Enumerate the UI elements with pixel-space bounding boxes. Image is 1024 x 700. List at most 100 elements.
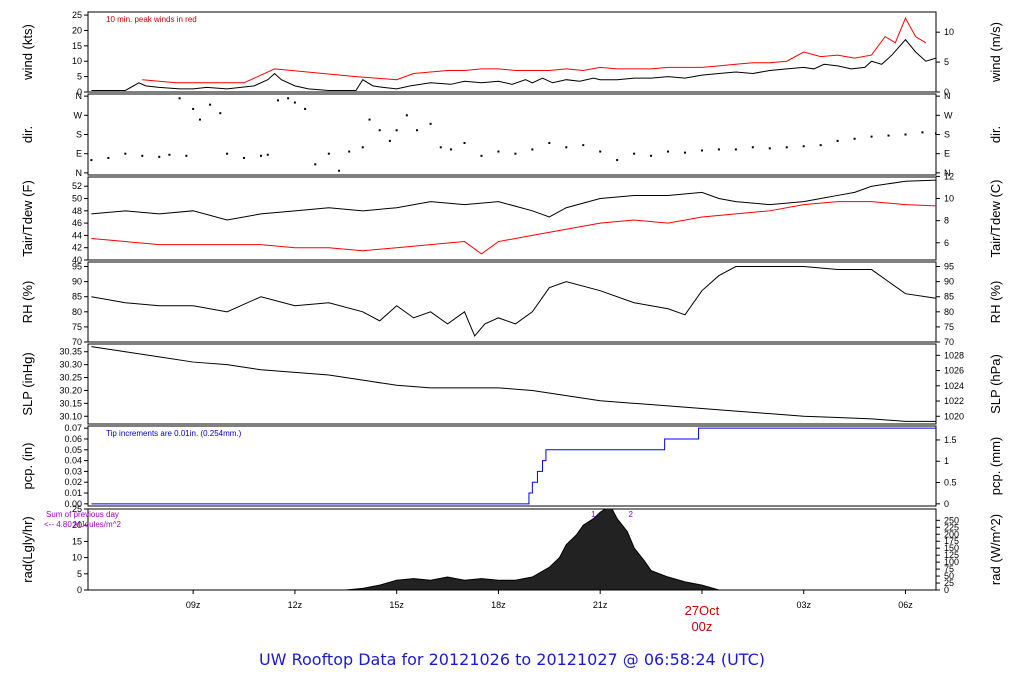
data-point: [870, 135, 873, 138]
series-SLP: [91, 346, 936, 422]
series-wind: [91, 38, 936, 91]
series-Tair: [91, 179, 936, 221]
right-tick-label: 5: [944, 57, 949, 67]
right-tick-label: 225: [944, 522, 959, 532]
right-tick-label: S: [944, 130, 950, 140]
left-tick-label: 15: [72, 41, 82, 51]
left-tick-label: 0.05: [64, 445, 82, 455]
x-tick-label: 18z: [491, 600, 506, 610]
page-title: UW Rooftop Data for 20121026 to 20121027…: [258, 650, 766, 669]
panel-frame: [87, 508, 937, 591]
data-point: [107, 156, 110, 159]
right-tick-label: 75: [944, 322, 954, 332]
data-point: [514, 152, 517, 155]
data-point: [368, 118, 371, 121]
data-point: [717, 148, 720, 151]
left-tick-label: 25: [72, 10, 82, 20]
right-tick-label: 95: [944, 262, 954, 272]
data-point: [853, 137, 856, 140]
right-tick-label: 10: [944, 27, 954, 37]
left-tick-label: 0.00: [64, 499, 82, 509]
right-tick-label: 100: [944, 557, 959, 567]
ylabel-right: RH (%): [988, 281, 1003, 324]
left-tick-label: 52: [72, 181, 82, 191]
panel-annotation: Tip increments are 0.01in. (0.254mm.): [106, 429, 242, 438]
right-tick-label: 10: [944, 194, 954, 204]
data-point: [836, 139, 839, 142]
data-point: [616, 159, 619, 162]
ylabel-left: RH (%): [20, 281, 35, 324]
data-point: [463, 142, 466, 145]
left-tick-label: 40: [72, 255, 82, 265]
left-tick-label: E: [76, 149, 82, 159]
series-RH: [91, 266, 936, 337]
right-tick-label: 1024: [944, 381, 964, 391]
ylabel-left: pcp. (in): [20, 443, 35, 490]
left-tick-label: 44: [72, 230, 82, 240]
series-pcp: [91, 427, 936, 505]
data-point: [243, 156, 246, 159]
data-point: [683, 151, 686, 154]
data-point: [348, 150, 351, 153]
panel-frame: [87, 176, 937, 261]
panel-wind: 0 5 10 15 20 25 0 5 10 wind (kts) wind (m/s) 10 min…: [20, 10, 1003, 97]
right-tick-label: 50: [944, 571, 954, 581]
left-tick-label: 0: [77, 585, 82, 595]
data-point: [185, 154, 188, 157]
right-tick-label: 1.5: [944, 435, 957, 445]
data-point: [599, 150, 602, 153]
right-tick-label: E: [944, 149, 950, 159]
data-point: [416, 129, 419, 132]
panel-pcp: 0.000.010.020.030.040.050.060.07 0 0.5 1 1.5…: [20, 423, 1003, 509]
panel-temp: 40 42 44 46 48 50 52 6 8 10 12 Tair/Tdew (F) Tair/Td…: [20, 171, 1003, 265]
data-point: [388, 139, 391, 142]
data-point: [209, 103, 212, 106]
left-tick-label: 30.35: [59, 347, 82, 357]
ylabel-right: wind (m/s): [988, 22, 1003, 83]
data-point: [531, 148, 534, 151]
panel-frame: [87, 343, 937, 425]
right-tick-label: 80: [944, 307, 954, 317]
right-tick-label: 6: [944, 238, 949, 248]
right-tick-label: 1028: [944, 350, 964, 360]
data-point: [327, 152, 330, 155]
data-point: [141, 154, 144, 157]
panel-rh: 70 75 80 85 90 95 70 75 80 85 90 95 RH (%) RH (%): [20, 261, 1003, 347]
ylabel-right: dir.: [988, 126, 1003, 143]
left-tick-label: N: [76, 91, 83, 101]
ylabel-right: SLP (hPa): [988, 354, 1003, 414]
data-point: [90, 159, 93, 162]
data-point: [904, 133, 907, 136]
data-point: [276, 99, 279, 102]
x-tick-label: 12z: [288, 600, 303, 610]
x-tick-label: 03z: [796, 600, 811, 610]
x-day-sublabel: 00z: [691, 619, 712, 634]
data-point: [124, 152, 127, 155]
right-tick-label: 150: [944, 543, 959, 553]
right-tick-label: W: [944, 110, 953, 120]
data-point: [219, 112, 222, 115]
data-point: [405, 114, 408, 117]
data-point: [378, 129, 381, 132]
left-tick-label: W: [74, 110, 83, 120]
data-point: [819, 144, 822, 147]
right-tick-label: 85: [944, 292, 954, 302]
data-point: [751, 146, 754, 149]
right-tick-label: 250: [944, 515, 959, 525]
series-Tdew: [91, 201, 936, 255]
left-tick-label: 80: [72, 307, 82, 317]
right-tick-label: 12: [944, 171, 954, 181]
ylabel-left: wind (kts): [20, 24, 35, 81]
left-tick-label: 20: [72, 520, 82, 530]
data-point: [259, 154, 262, 157]
rad-marker: 2: [628, 510, 633, 519]
right-tick-label: 25: [944, 578, 954, 588]
left-tick-label: 0.04: [64, 456, 82, 466]
data-point: [449, 148, 452, 151]
left-tick-label: 46: [72, 218, 82, 228]
data-point: [565, 146, 568, 149]
right-tick-label: 0: [944, 499, 949, 509]
panel-annotation-2: <-- 4.80 MJoules/m^2: [44, 520, 121, 529]
